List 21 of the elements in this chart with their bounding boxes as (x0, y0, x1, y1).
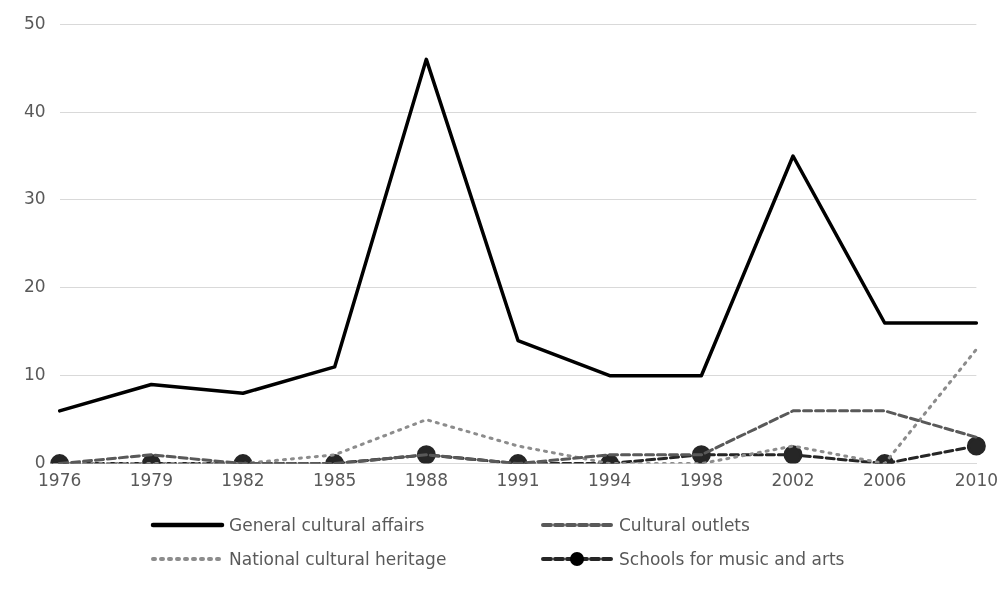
y-tick-label: 30 (23, 188, 46, 209)
x-tick-label: 2006 (863, 470, 907, 491)
x-tick-label: 1991 (496, 470, 540, 491)
legend-label: National cultural heritage (229, 549, 447, 569)
x-tick-label: 1985 (313, 470, 357, 491)
x-tick-label: 1994 (588, 470, 632, 491)
x-tick-label: 1988 (404, 470, 448, 491)
legend-label: Schools for music and arts (619, 549, 845, 569)
x-tick-label: 1998 (679, 470, 723, 491)
x-tick-label: 2002 (771, 470, 815, 491)
y-tick-label: 50 (23, 12, 46, 33)
x-tick-label: 1982 (221, 470, 265, 491)
y-tick-label: 20 (23, 276, 46, 297)
x-tick-label: 2010 (954, 470, 998, 491)
x-tick-label: 1976 (38, 470, 82, 491)
x-tick-label: 1979 (129, 470, 173, 491)
y-tick-label: 40 (23, 100, 46, 121)
legend-label: Cultural outlets (619, 515, 750, 535)
y-tick-label: 0 (34, 452, 46, 473)
legend-label: General cultural affairs (229, 515, 425, 535)
y-tick-label: 10 (23, 364, 46, 385)
